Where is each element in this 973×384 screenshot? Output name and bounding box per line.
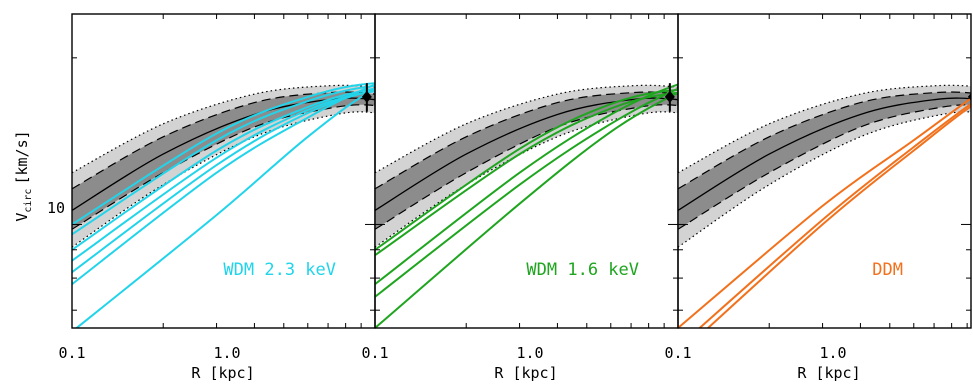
panel-ddm-plot: [678, 84, 971, 328]
ddm-observed-point: [967, 93, 971, 101]
wdm-1-6-model-curve-4: [375, 91, 678, 257]
wdm-1-6-model-curve-5: [375, 88, 678, 251]
wdm-1-6-model-curve-1: [375, 91, 678, 328]
ddm-inner-band-upper-edge: [678, 91, 971, 190]
panel-wdm-1-6: WDM 1.6 keV 0.1 1.0 R [kpc]: [361, 13, 679, 382]
panel-ddm-ticks: [677, 14, 971, 328]
wdm-1-6-model-curve-2: [375, 87, 678, 298]
panel-ddm-xtick-1-0: 1.0: [819, 344, 846, 362]
panel-wdm-2-3-xtick-0-1: 0.1: [58, 344, 85, 362]
panel-ddm-frame: [677, 13, 972, 329]
wdm-1-6-observed-point: [664, 83, 675, 112]
wdm-2-3-model-curve-4: [72, 87, 375, 251]
wdm-2-3-model-curve-1: [75, 87, 375, 328]
ddm-model-curve-3: [706, 105, 971, 328]
y-axis-label: Vcirc [km/s]: [13, 130, 34, 221]
y-axis-label-symbol: V: [13, 213, 31, 222]
panel-wdm-2-3-x-axis-label: R [kpc]: [191, 364, 254, 382]
wdm-1-6-observed-marker: [664, 90, 675, 103]
wdm-2-3-model-curve-5: [72, 84, 375, 236]
wdm-1-6-model-curve-3: [375, 83, 678, 285]
svg-text:Vcirc[km/s]: Vcirc [km/s]: [13, 130, 34, 221]
panel-wdm-1-6-plot: [375, 83, 678, 328]
panel-ddm: DDM 0.1 1.0 R [kpc]: [664, 13, 972, 382]
y-tick-label: 10: [47, 199, 65, 217]
ddm-outer-band-lower-edge: [678, 111, 971, 248]
panel-ddm-label: DDM: [872, 260, 903, 280]
panel-wdm-2-3-plot: [72, 82, 375, 328]
wdm-2-3-observed-point: [361, 83, 372, 112]
panel-wdm-2-3: WDM 2.3 keV 0.1 1.0 R [kpc]: [58, 13, 376, 382]
panel-wdm-1-6-label: WDM 1.6 keV: [526, 260, 639, 280]
ddm-inner-band: [678, 92, 971, 230]
ddm-model-curve-1: [678, 97, 971, 328]
y-axis-label-subscript: circ: [23, 189, 34, 213]
panel-wdm-2-3-label: WDM 2.3 keV: [223, 260, 336, 280]
panel-wdm-1-6-xtick-0-1: 0.1: [361, 344, 388, 362]
wdm-1-6-inner-band-upper-edge: [375, 91, 678, 190]
panel-wdm-1-6-x-axis-label: R [kpc]: [494, 364, 557, 382]
panel-ddm-xtick-0-1: 0.1: [664, 344, 691, 362]
ddm-median-curve: [678, 97, 971, 211]
panel-wdm-1-6-xtick-1-0: 1.0: [516, 344, 543, 362]
wdm-2-3-model-curve-7: [72, 82, 375, 226]
ddm-observed-marker: [967, 93, 971, 101]
wdm-2-3-observed-marker: [361, 90, 372, 103]
wdm-2-3-model-curve-6: [72, 90, 375, 262]
panel-wdm-2-3-xtick-1-0: 1.0: [213, 344, 240, 362]
y-axis-label-unit: [km/s]: [13, 130, 31, 184]
panel-ddm-x-axis-label: R [kpc]: [797, 364, 860, 382]
ddm-model-curve-2: [698, 102, 971, 328]
